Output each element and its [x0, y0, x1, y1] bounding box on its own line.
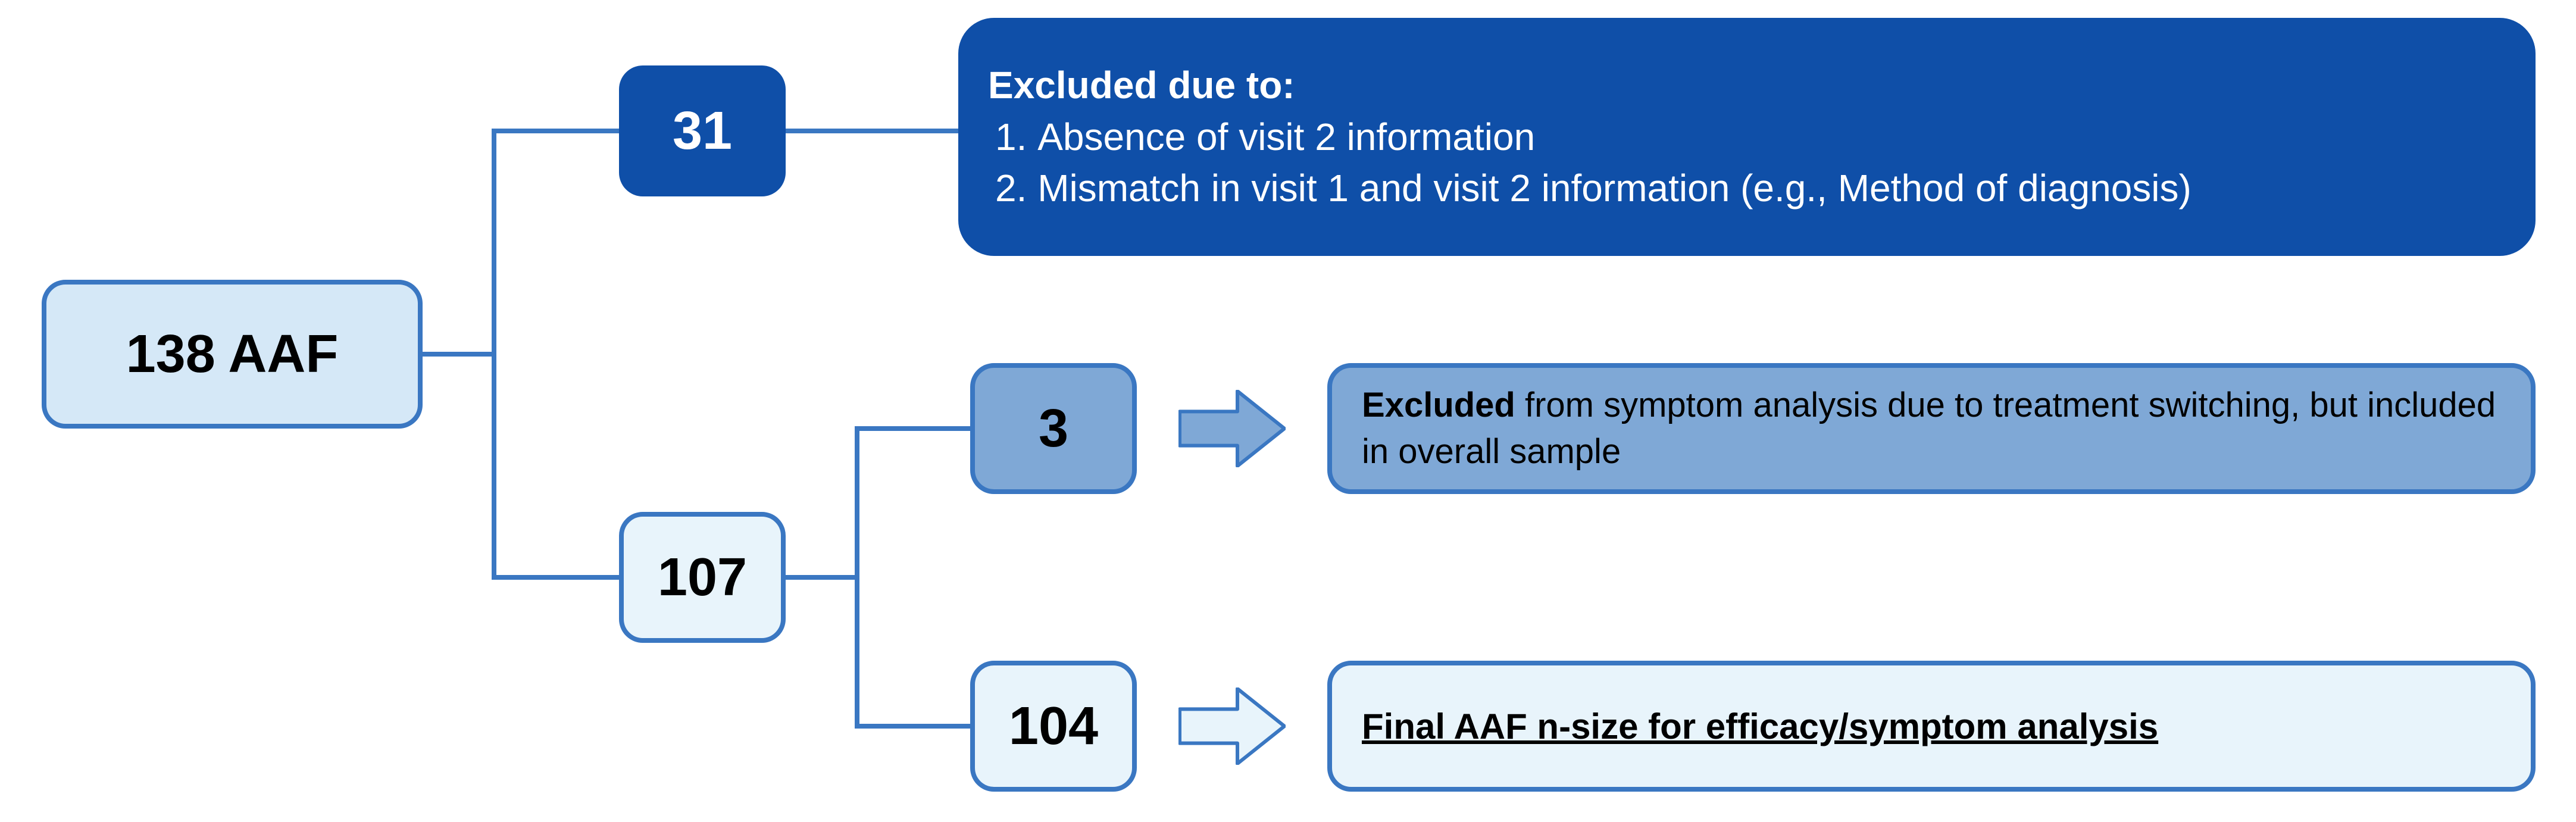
- node-root: 138 AAF: [42, 280, 423, 429]
- n107-label: 107: [624, 547, 781, 608]
- exclude-item: Mismatch in visit 1 and visit 2 informat…: [1037, 162, 2506, 214]
- node-n3: 3: [970, 363, 1137, 494]
- block-arrow-icon: [1178, 390, 1286, 467]
- exclude-item: Absence of visit 2 information: [1037, 111, 2506, 162]
- flowchart-stage: 138 AAF 31 107 3 104 Excluded due to:Absence …: [0, 0, 2576, 822]
- note3-bold: Excluded: [1362, 386, 1525, 424]
- node-n31: 31: [619, 65, 786, 196]
- node-n104: 104: [970, 661, 1137, 792]
- block-arrow-icon: [1178, 687, 1286, 765]
- node-exclude_box: Excluded due to:Absence of visit 2 infor…: [958, 18, 2536, 256]
- node-note104: Final AAF n-size for efficacy/symptom an…: [1327, 661, 2536, 792]
- node-note3: Excluded from symptom analysis due to tr…: [1327, 363, 2536, 494]
- note3-rest: from symptom analysis due to treatment s…: [1362, 386, 2496, 471]
- n3-label: 3: [975, 398, 1132, 460]
- n104-label: 104: [975, 696, 1132, 757]
- root-label: 138 AAF: [46, 324, 418, 385]
- exclude-heading: Excluded due to:: [988, 60, 2506, 111]
- node-n107: 107: [619, 512, 786, 643]
- note104-label: Final AAF n-size for efficacy/symptom an…: [1362, 706, 2501, 747]
- n31-label: 31: [619, 101, 786, 162]
